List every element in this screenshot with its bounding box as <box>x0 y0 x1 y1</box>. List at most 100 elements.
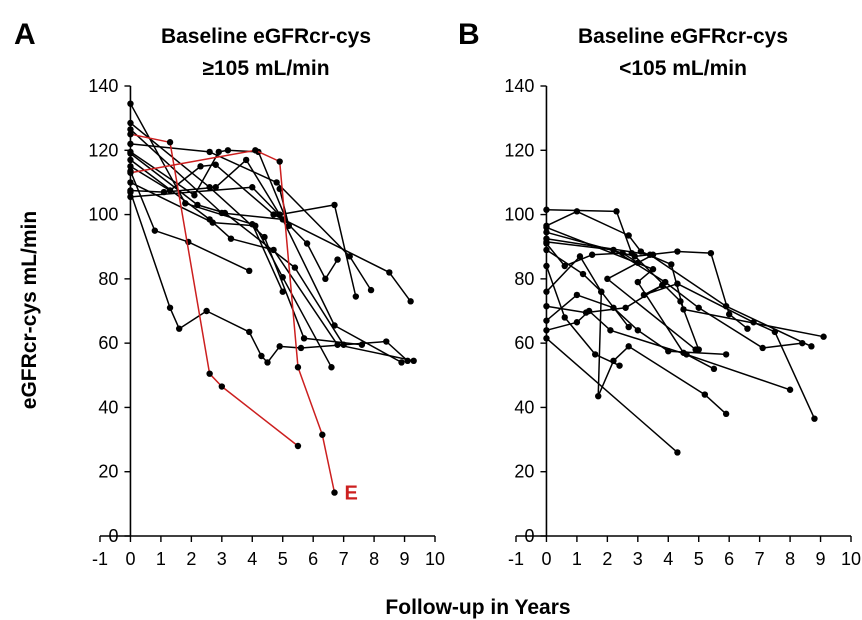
panel-a-series-8 <box>127 179 335 371</box>
panel-a-x-tick-label: -1 <box>92 549 108 569</box>
panel-a-x-tick-label: 1 <box>156 549 166 569</box>
panel-b-data-point <box>595 392 602 400</box>
panel-b-data-point <box>625 343 632 350</box>
panel-b-data-point <box>604 275 611 283</box>
panel-b-data-point <box>634 278 642 286</box>
panel-a-data-point <box>127 163 134 170</box>
panel-a-data-point <box>322 275 329 283</box>
panel-b-series-12 <box>543 335 681 456</box>
y-axis-title: eGFRcr-cys mL/min <box>18 211 41 409</box>
panel-a-data-point <box>410 357 417 365</box>
panel-a-data-point <box>191 192 198 199</box>
panel-b-series-13 <box>543 246 730 418</box>
panel-b-series-line <box>545 265 620 367</box>
panel-a-data-point <box>127 187 134 194</box>
panel-b-data-point <box>674 248 681 255</box>
panel-a-data-point <box>270 246 277 254</box>
panel-b-x-tick-label: 1 <box>572 549 582 569</box>
panel-b-data-point <box>744 325 751 332</box>
panel-b-data-point <box>610 304 617 311</box>
panel-b-y-tick-label: 0 <box>524 526 534 546</box>
panel-a-data-point <box>279 288 286 295</box>
panel-b-data-point <box>674 280 681 287</box>
panel-a-data-point <box>294 442 302 450</box>
panel-a-series-line <box>129 103 284 293</box>
panel-b-data-point <box>808 343 815 350</box>
panel-a-data-point <box>246 267 253 275</box>
panel-b-y-tick-label: 20 <box>514 462 534 482</box>
panel-b-data-point <box>598 288 605 295</box>
panel-a-data-point <box>252 147 259 154</box>
panel-b-series-14 <box>543 224 718 373</box>
panel-a-data-point <box>127 119 134 127</box>
panel-b-series-line <box>546 249 727 415</box>
panel-a-data-point <box>285 222 293 230</box>
panel-a-y-tick-label: 20 <box>98 462 118 482</box>
panel-a-data-point <box>276 158 283 165</box>
panel-b-data-point <box>668 261 675 268</box>
panel-a-y-tick-label: 140 <box>88 76 118 96</box>
panel-a-data-point <box>242 156 250 164</box>
panel-b-data-point <box>610 357 617 365</box>
panel-a-data-point <box>127 169 134 176</box>
panel-b-data-point <box>543 327 550 334</box>
panel-b-data-point <box>674 449 681 456</box>
panel-b-data-point <box>722 351 730 358</box>
panel-a-data-point <box>175 325 183 332</box>
panel-a-data-point <box>404 357 411 365</box>
panel-a-x-tick-label: 3 <box>217 549 227 569</box>
panel-b-data-point <box>573 208 581 215</box>
panel-b-data-point <box>616 362 623 369</box>
panel-a-series-14 <box>127 131 302 450</box>
panel-a-x-tick-label: 4 <box>247 549 257 569</box>
panel-b-data-point <box>658 282 666 289</box>
panel-b-data-point <box>622 304 629 311</box>
panel-a-data-point <box>300 335 308 342</box>
panel-a-data-point <box>407 298 414 305</box>
panel-b-data-point <box>701 391 709 398</box>
panel-b-x-tick-label: 4 <box>663 549 673 569</box>
panel-b-x-tick-label: -1 <box>508 549 524 569</box>
panel-b-data-point <box>561 262 568 270</box>
panel-b-data-point <box>771 328 779 336</box>
panel-b-y-tick-label: 40 <box>514 397 534 417</box>
panel-a-data-point <box>203 307 210 315</box>
panel-a-data-point <box>334 256 341 263</box>
panel-b-y-tick-label: 60 <box>514 333 534 353</box>
panel-a-y-tick-label: 80 <box>98 269 118 289</box>
panel-b-data-point <box>649 251 657 258</box>
panel-b-x-tick-label: 8 <box>785 549 795 569</box>
panel-a-data-point <box>276 343 283 350</box>
panel-b-title-line1: Baseline eGFRcr-cys <box>578 25 788 48</box>
panel-a-data-point <box>209 219 216 226</box>
panel-b-y-tick-label: 140 <box>504 76 534 96</box>
panel-a-series-10 <box>127 184 341 283</box>
panel-a-y-tick-label: 0 <box>108 526 118 546</box>
panel-b-series-8 <box>543 253 632 331</box>
panel-a-x-tick-label: 7 <box>339 549 349 569</box>
panel-b-data-point <box>543 224 550 231</box>
panel-b-x-tick-label: 6 <box>724 549 734 569</box>
panel-a-series-line <box>130 149 336 493</box>
panel-a-annotation-label: E <box>345 483 358 505</box>
panel-a-data-point <box>367 286 375 294</box>
panel-b-data-point <box>543 335 550 342</box>
panel-a-x-tick-label: 9 <box>400 549 410 569</box>
panel-a-data-point <box>206 370 213 377</box>
panel-a-data-point <box>212 184 219 191</box>
panel-b-data-point <box>707 249 715 257</box>
panel-b-y-tick-label: 120 <box>504 140 534 160</box>
panel-b-data-point <box>585 307 593 315</box>
panel-b-data-point <box>680 306 687 313</box>
panel-b-data-point <box>811 415 818 422</box>
panel-a-x-tick-label: 2 <box>186 549 196 569</box>
panel-b-x-tick-label: 5 <box>694 549 704 569</box>
panel-a-data-point <box>352 293 360 300</box>
panel-b-data-point <box>610 246 617 254</box>
panel-b-data-point <box>588 251 596 258</box>
panel-b-x-tick-label: 0 <box>541 549 551 569</box>
panel-a-x-tick-label: 8 <box>369 549 379 569</box>
panel-a-y-tick-label: 60 <box>98 333 118 353</box>
panel-a-x-tick-label: 10 <box>425 549 445 569</box>
